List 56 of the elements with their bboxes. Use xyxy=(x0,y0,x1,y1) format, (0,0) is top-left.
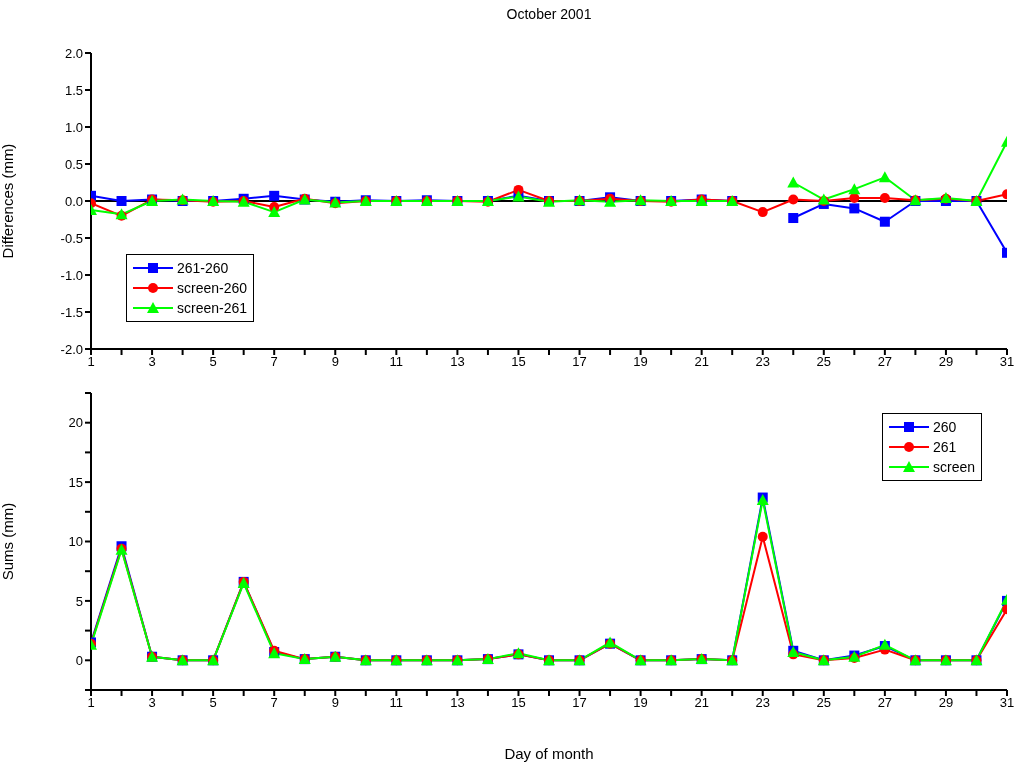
x-tick-label: 15 xyxy=(511,695,526,711)
x-tick-label: 19 xyxy=(633,354,648,370)
x-tick-label: 23 xyxy=(755,695,770,711)
y-axis-title: Sums (mm) xyxy=(0,502,17,581)
x-tick-label: 29 xyxy=(938,354,954,370)
y-tick-label: -2.0 xyxy=(60,341,83,357)
y-tick-label: 0.0 xyxy=(64,193,83,209)
y-axis-title: Differences (mm) xyxy=(0,143,17,259)
x-tick-label: 7 xyxy=(270,354,278,370)
y-tick-label: 1.5 xyxy=(64,82,83,98)
x-tick-label: 5 xyxy=(209,354,217,370)
y-tick-label: 15 xyxy=(68,474,83,490)
x-tick-label: 1 xyxy=(87,695,95,711)
x-tick-label: 5 xyxy=(209,695,217,711)
legend-label: 261-260 xyxy=(177,260,229,276)
y-tick-label: -0.5 xyxy=(60,230,83,246)
x-tick-label: 11 xyxy=(389,354,404,370)
x-tick-label: 23 xyxy=(755,354,770,370)
legend-label: screen xyxy=(933,459,976,475)
x-tick-label: 19 xyxy=(633,695,648,711)
x-tick-label: 31 xyxy=(999,354,1015,370)
chart-title: October 2001 xyxy=(505,6,593,22)
legend-label: screen-261 xyxy=(177,300,248,316)
x-tick-label: 9 xyxy=(331,354,339,370)
x-tick-label: 13 xyxy=(450,354,465,370)
y-tick-label: 2.0 xyxy=(64,45,83,61)
x-tick-label: 17 xyxy=(572,354,587,370)
x-tick-label: 25 xyxy=(816,354,832,370)
y-tick-label: -1.5 xyxy=(60,304,83,320)
x-tick-label: 11 xyxy=(389,695,404,711)
y-tick-label: 5 xyxy=(75,593,83,609)
x-tick-label: 7 xyxy=(270,695,278,711)
x-tick-label: 21 xyxy=(694,695,709,711)
y-tick-label: 1.0 xyxy=(64,119,83,135)
x-tick-label: 3 xyxy=(148,354,156,370)
x-tick-label: 1 xyxy=(87,354,95,370)
legend-label: 260 xyxy=(933,419,957,435)
y-tick-label: 0.5 xyxy=(64,156,83,172)
x-tick-label: 9 xyxy=(331,695,339,711)
x-tick-label: 27 xyxy=(877,695,893,711)
y-tick-label: 0 xyxy=(75,652,83,668)
x-axis-title: Day of month xyxy=(504,745,594,762)
x-tick-label: 31 xyxy=(999,695,1015,711)
x-tick-label: 25 xyxy=(816,695,832,711)
y-tick-label: 10 xyxy=(68,534,83,550)
x-tick-label: 15 xyxy=(511,354,526,370)
y-tick-label: 20 xyxy=(68,415,83,431)
legend-label: 261 xyxy=(933,439,957,455)
x-tick-label: 29 xyxy=(938,695,954,711)
x-tick-label: 27 xyxy=(877,354,893,370)
x-tick-label: 13 xyxy=(450,695,465,711)
legend-label: screen-260 xyxy=(177,280,248,296)
x-tick-label: 17 xyxy=(572,695,587,711)
y-tick-label: -1.0 xyxy=(60,267,83,283)
x-tick-label: 21 xyxy=(694,354,709,370)
x-tick-label: 3 xyxy=(148,695,156,711)
